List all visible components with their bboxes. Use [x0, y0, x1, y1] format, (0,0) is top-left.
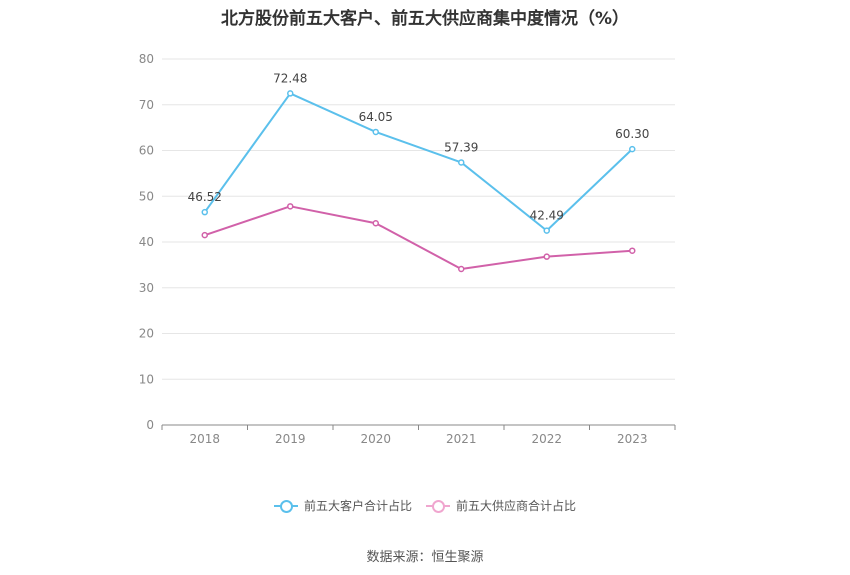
legend-item-suppliers[interactable]: 前五大供应商合计占比: [426, 497, 576, 514]
legend-label-suppliers: 前五大供应商合计占比: [456, 499, 577, 513]
data-label-customers: 60.30: [615, 127, 649, 141]
data-source: 数据来源：恒生聚源: [366, 550, 484, 565]
x-tick-label: 2021: [446, 432, 477, 446]
x-tick-label: 2019: [275, 432, 306, 446]
data-point-customers: [287, 90, 294, 97]
data-point-suppliers: [372, 219, 379, 227]
y-tick-label: 40: [139, 235, 154, 249]
series-line-customers: [203, 92, 633, 232]
series-line-suppliers: [204, 205, 633, 270]
y-tick-label: 20: [139, 327, 154, 341]
y-tick-label: 60: [139, 144, 154, 158]
y-tick-label: 30: [139, 281, 154, 295]
legend-item-customers[interactable]: 前五大客户合计占比: [273, 497, 412, 514]
data-label-customers: 42.49: [530, 209, 564, 223]
y-tick-label: 50: [139, 189, 154, 203]
data-label-customers: 64.05: [359, 110, 393, 124]
data-label-customers: 46.52: [188, 190, 222, 204]
data-point-customers: [201, 208, 208, 216]
data-point-customers: [543, 227, 550, 234]
x-tick-label: 2022: [531, 432, 562, 446]
data-point-suppliers: [458, 265, 465, 273]
legend-marker-suppliers: [426, 499, 450, 513]
data-label-customers: 72.48: [273, 71, 307, 85]
legend-label-customers: 前五大客户合计占比: [303, 499, 412, 513]
data-point-customers: [458, 159, 465, 166]
data-label-customers: 57.39: [444, 140, 478, 154]
chart-title: 北方股份前五大客户、前五大供应商集中度情况（%）: [220, 9, 630, 29]
data-point-suppliers: [543, 253, 550, 260]
data-point-suppliers: [287, 203, 294, 210]
data-point-customers: [629, 145, 636, 153]
data-point-suppliers: [201, 231, 208, 239]
legend-marker-customers: [273, 499, 298, 513]
legend: 前五大客户合计占比 前五大供应商合计占比: [0, 497, 850, 514]
x-tick-label: 2023: [617, 432, 648, 446]
y-tick-label: 10: [139, 372, 154, 386]
x-tick-label: 2018: [189, 432, 220, 446]
x-tick-label: 2020: [360, 432, 391, 446]
y-tick-label: 0: [146, 418, 154, 432]
data-point-customers: [372, 128, 379, 136]
data-point-suppliers: [629, 247, 636, 254]
y-tick-label: 70: [139, 98, 154, 112]
y-tick-label: 80: [139, 52, 154, 66]
